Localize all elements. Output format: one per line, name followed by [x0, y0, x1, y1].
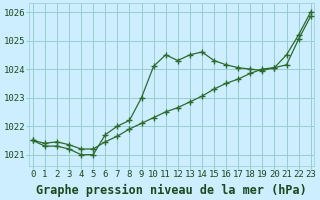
- X-axis label: Graphe pression niveau de la mer (hPa): Graphe pression niveau de la mer (hPa): [36, 183, 307, 197]
